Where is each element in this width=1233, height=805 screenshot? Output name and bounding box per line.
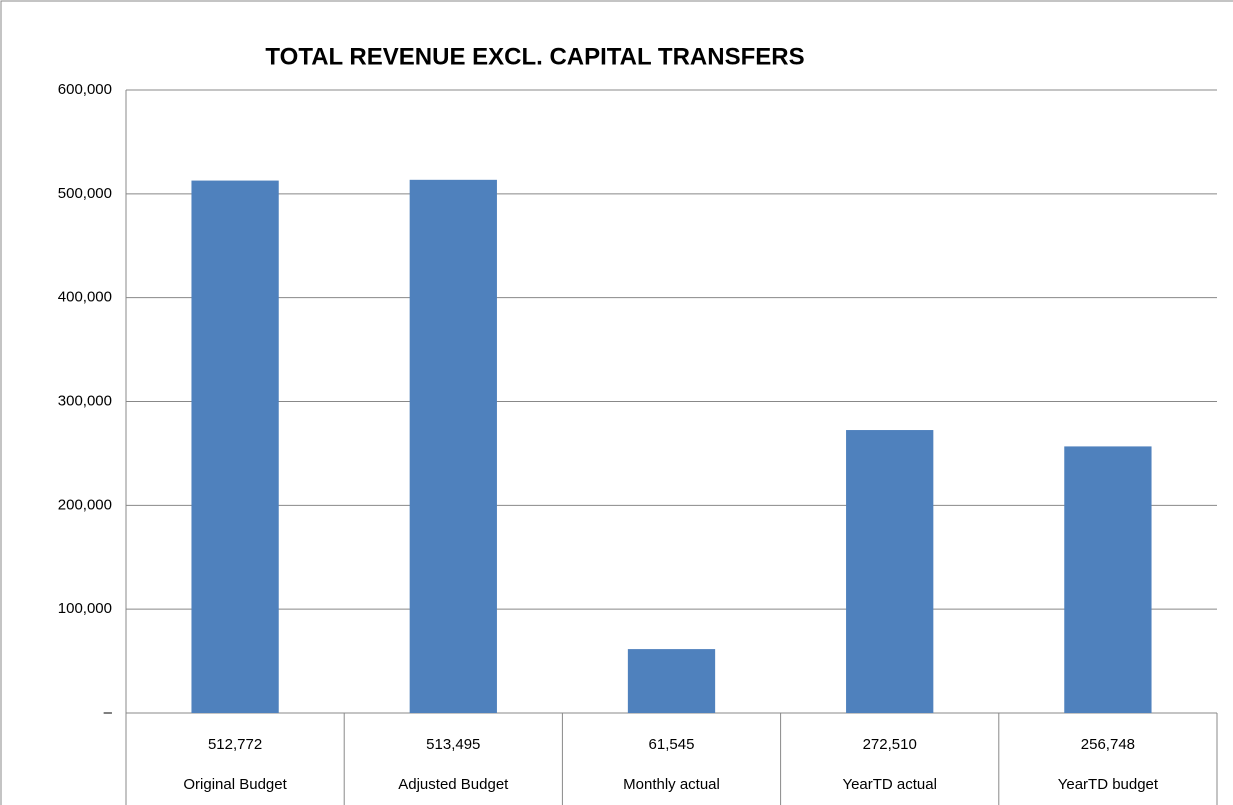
data-table-value: 512,772 <box>208 736 262 753</box>
y-tick-label: 300,000 <box>58 392 112 409</box>
y-tick-label: 100,000 <box>58 600 112 617</box>
x-tick-label: Original Budget <box>183 776 287 793</box>
x-tick-label: Monthly actual <box>623 776 720 793</box>
data-table-value: 61,545 <box>649 736 695 753</box>
x-tick-label: YearTD actual <box>842 776 937 793</box>
y-tick-label: 400,000 <box>58 289 112 306</box>
data-table-value: 256,748 <box>1081 736 1135 753</box>
bar <box>846 430 934 713</box>
x-tick-label: Adjusted Budget <box>398 776 509 793</box>
x-tick-label: YearTD budget <box>1058 776 1159 793</box>
bar <box>627 649 716 713</box>
bar <box>409 179 497 713</box>
data-table-value: 272,510 <box>863 736 917 753</box>
y-tick-label: 500,000 <box>58 185 112 202</box>
chart-title: TOTAL REVENUE EXCL. CAPITAL TRANSFERS <box>265 43 804 70</box>
data-table-value: 513,495 <box>426 736 480 753</box>
y-tick-label: – <box>104 704 113 721</box>
y-tick-label: 200,000 <box>58 496 112 513</box>
bar <box>1064 446 1152 713</box>
y-tick-label: 600,000 <box>58 81 112 98</box>
bar <box>191 180 279 713</box>
